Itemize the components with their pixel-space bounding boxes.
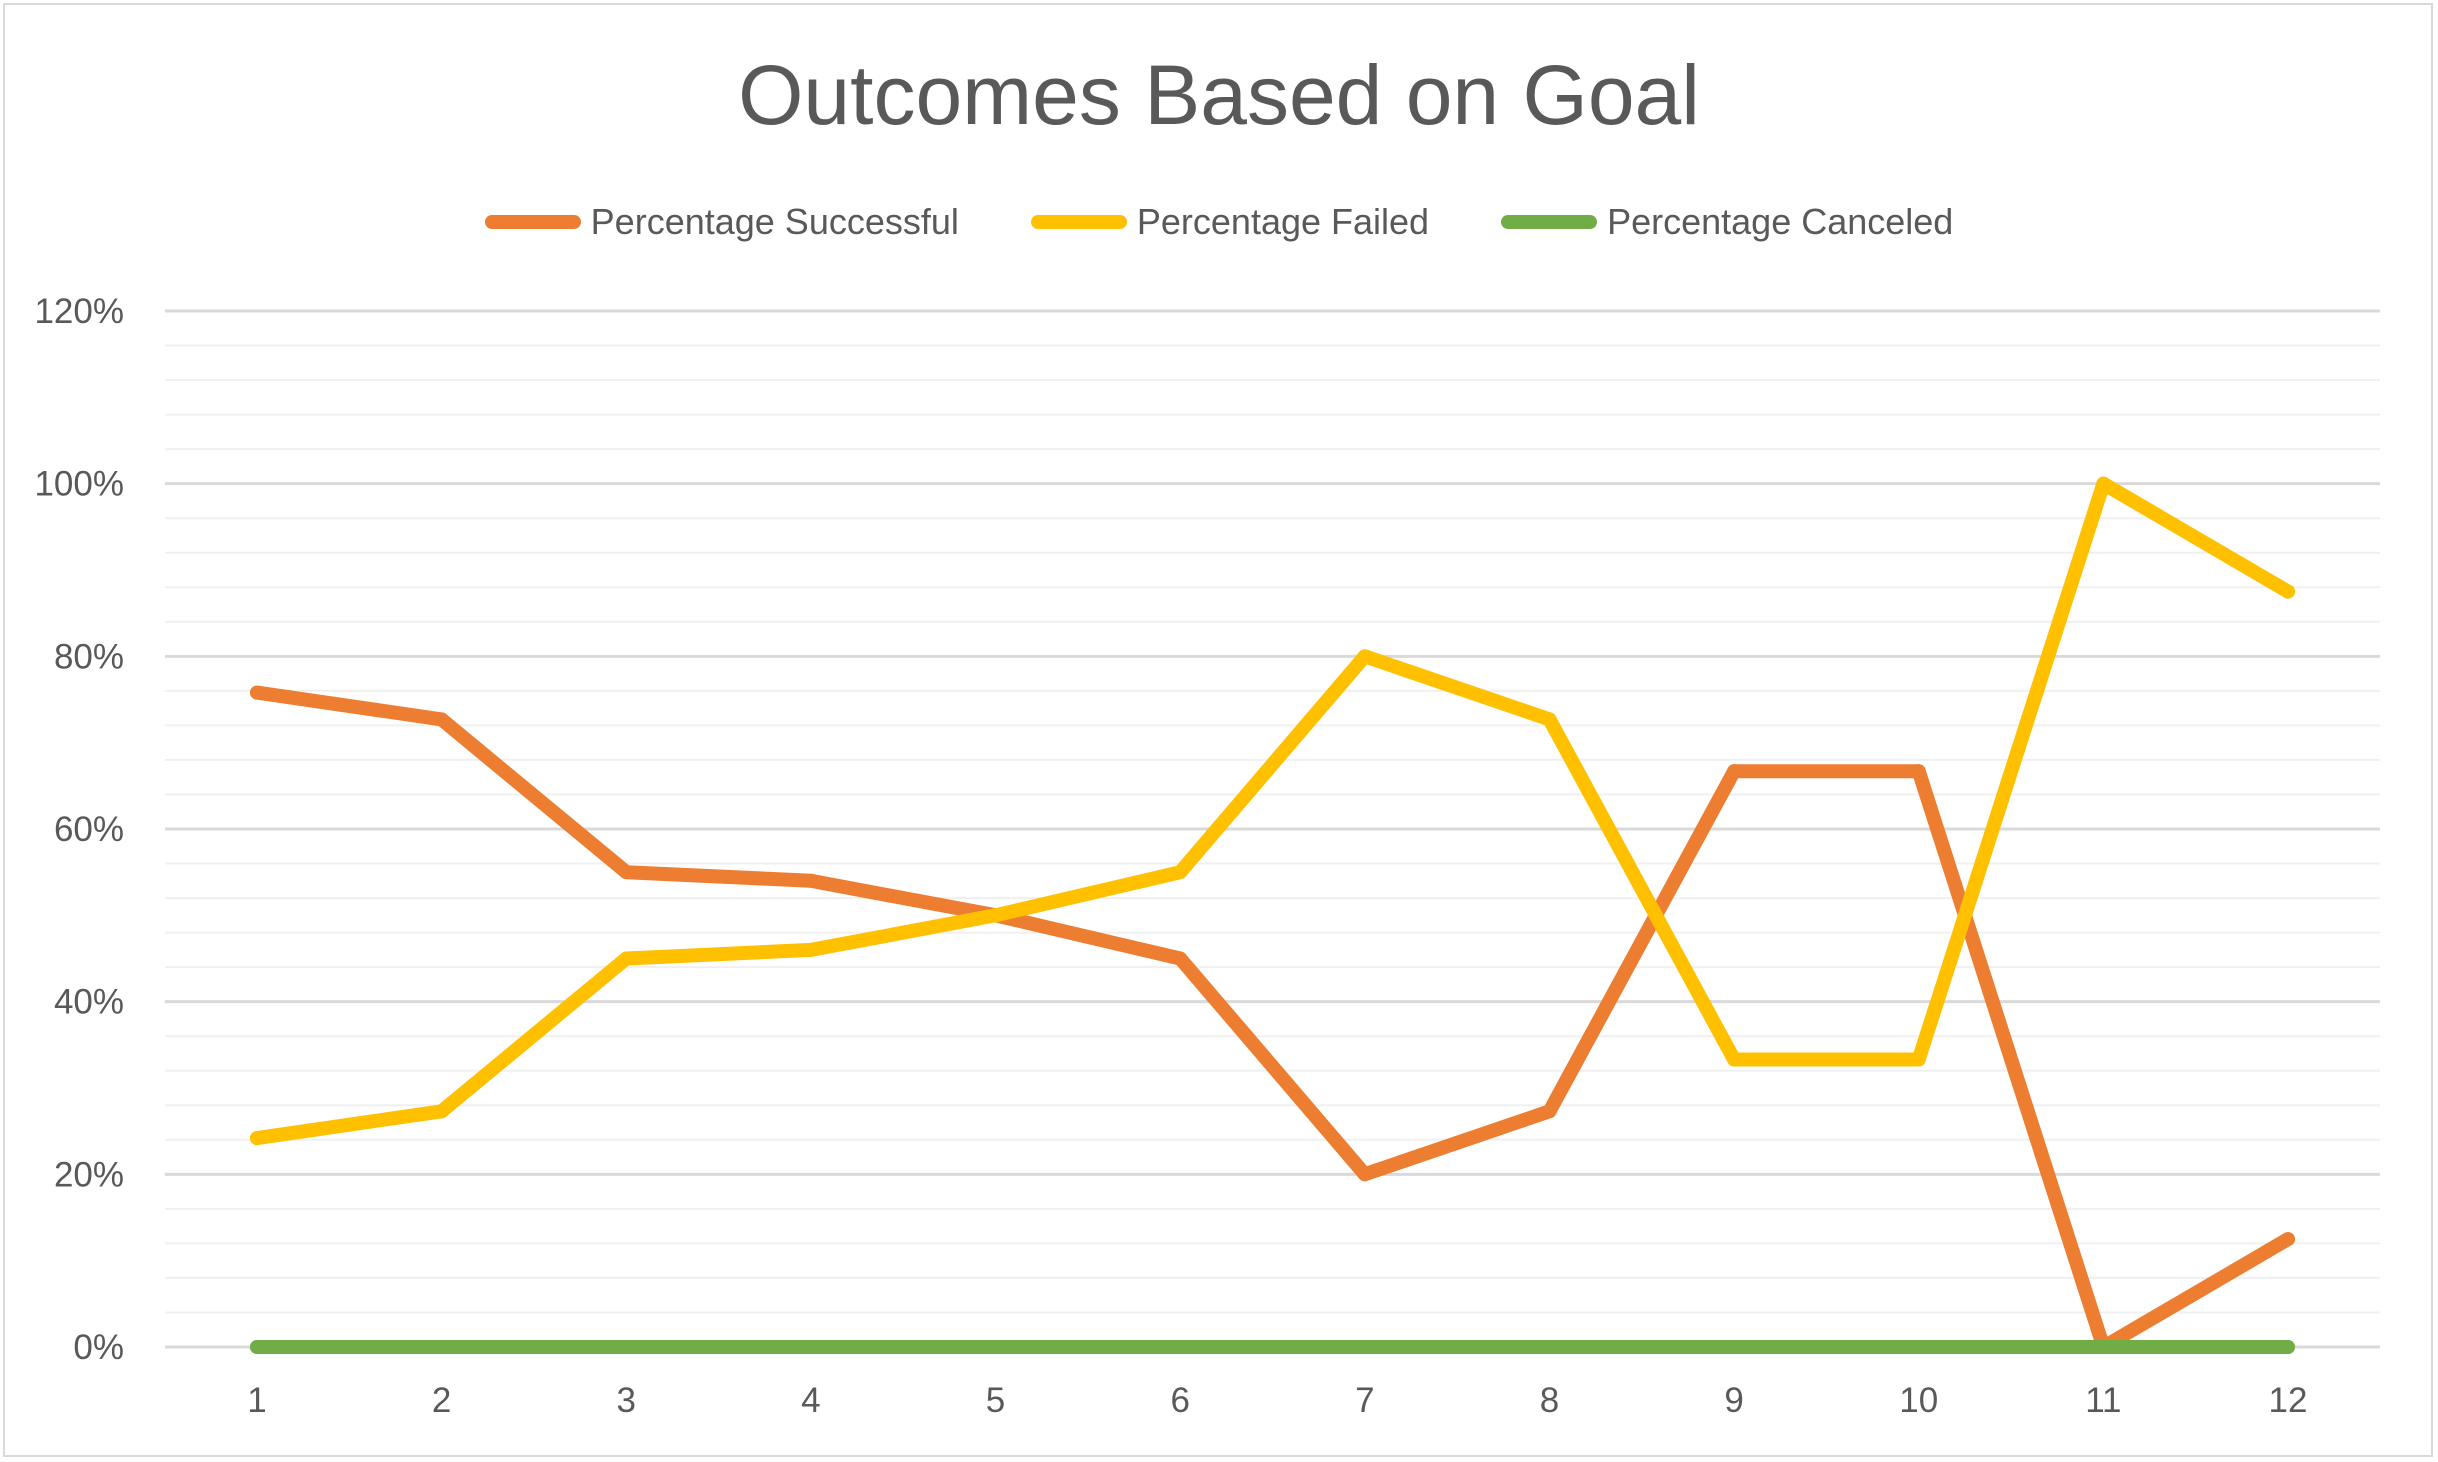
- data-point: [988, 908, 1003, 923]
- data-point: [1173, 1340, 1188, 1354]
- legend-label-failed: Percentage Failed: [1136, 201, 1430, 242]
- series-lines: [250, 476, 2295, 1354]
- legend-label-canceled: Percentage Canceled: [1607, 201, 1954, 242]
- data-point: [1542, 1340, 1557, 1354]
- legend: Percentage Successful Percentage Failed …: [0, 194, 2438, 250]
- data-point: [1357, 649, 1372, 664]
- y-tick-label: 100%: [34, 465, 124, 504]
- data-point: [250, 1340, 264, 1354]
- y-tick-label: 120%: [34, 292, 124, 331]
- data-point: [2096, 476, 2111, 491]
- legend-swatch-canceled: [1501, 215, 1598, 229]
- legend-swatch-failed: [1030, 215, 1127, 229]
- legend-item-canceled: Percentage Canceled: [1501, 200, 1953, 244]
- data-point: [619, 1340, 634, 1354]
- legend-item-failed: Percentage Failed: [1030, 200, 1430, 244]
- data-point: [1542, 712, 1557, 727]
- data-point: [250, 685, 264, 700]
- data-point: [1727, 764, 1742, 779]
- data-point: [2281, 1340, 2295, 1354]
- x-tick-label: 1: [247, 1381, 266, 1420]
- data-point: [1911, 1052, 1926, 1067]
- chart-title: Outcomes Based on Goal: [738, 48, 1700, 142]
- x-tick-label: 3: [617, 1381, 636, 1420]
- data-point: [1911, 1340, 1926, 1354]
- x-tick-label: 7: [1355, 1381, 1374, 1420]
- data-point: [1911, 764, 1926, 779]
- y-axis-labels: 0% 20% 40% 60% 80% 100% 120%: [34, 292, 124, 1367]
- data-point: [2281, 1232, 2295, 1247]
- x-tick-label: 4: [801, 1381, 820, 1420]
- x-tick-label: 6: [1170, 1381, 1189, 1420]
- y-tick-label: 20%: [54, 1155, 124, 1194]
- data-point: [250, 1131, 264, 1146]
- data-point: [434, 712, 449, 727]
- x-tick-label: 8: [1540, 1381, 1559, 1420]
- data-point: [1357, 1340, 1372, 1354]
- legend-label-successful: Percentage Successful: [590, 201, 959, 242]
- series-line-percentage-failed: [250, 476, 2295, 1146]
- data-point: [1727, 1340, 1742, 1354]
- data-point: [803, 942, 818, 957]
- x-tick-label: 11: [2085, 1381, 2121, 1420]
- data-point: [803, 1340, 818, 1354]
- data-point: [803, 873, 818, 888]
- y-tick-label: 40%: [54, 983, 124, 1022]
- y-tick-label: 80%: [54, 637, 124, 676]
- data-point: [1357, 1167, 1372, 1182]
- x-tick-label: 12: [2269, 1381, 2308, 1420]
- data-point: [619, 951, 634, 966]
- series-line-percentage-successful: [250, 685, 2295, 1354]
- data-point: [1173, 951, 1188, 966]
- x-tick-label: 10: [1899, 1381, 1938, 1420]
- x-tick-label: 5: [986, 1381, 1005, 1420]
- legend-swatch-successful: [484, 215, 581, 229]
- data-point: [2281, 584, 2295, 599]
- x-tick-label: 2: [432, 1381, 451, 1420]
- x-tick-label: 9: [1724, 1381, 1743, 1420]
- data-point: [619, 865, 634, 880]
- data-point: [2096, 1340, 2111, 1354]
- data-point: [434, 1104, 449, 1119]
- data-point: [434, 1340, 449, 1354]
- y-tick-label: 0%: [73, 1328, 124, 1367]
- data-point: [988, 1340, 1003, 1354]
- y-tick-label: 60%: [54, 810, 124, 849]
- data-point: [1173, 865, 1188, 880]
- data-point: [1542, 1104, 1557, 1119]
- data-point: [1727, 1052, 1742, 1067]
- x-axis-labels: 1 2 3 4 5 6 7 8 9 10 11 12: [247, 1381, 2307, 1420]
- legend-item-successful: Percentage Successful: [484, 200, 959, 244]
